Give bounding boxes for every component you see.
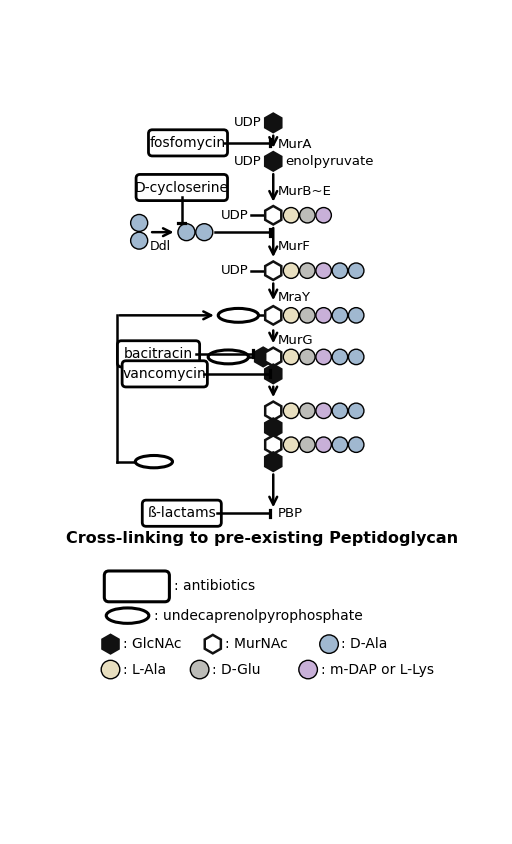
- Polygon shape: [265, 452, 281, 471]
- FancyBboxPatch shape: [122, 360, 207, 387]
- Text: : m-DAP or L-Lys: : m-DAP or L-Lys: [321, 663, 434, 677]
- Text: D-cycloserine: D-cycloserine: [135, 181, 229, 194]
- Polygon shape: [265, 365, 281, 383]
- Circle shape: [299, 660, 317, 679]
- Circle shape: [349, 308, 364, 323]
- Text: MurF: MurF: [278, 240, 311, 252]
- Text: : D-Glu: : D-Glu: [212, 663, 261, 677]
- Polygon shape: [265, 419, 281, 437]
- Text: MurG: MurG: [278, 334, 313, 347]
- Circle shape: [316, 208, 331, 223]
- Circle shape: [332, 403, 348, 419]
- Circle shape: [283, 263, 299, 279]
- Text: ß-lactams: ß-lactams: [147, 506, 216, 520]
- Circle shape: [316, 263, 331, 279]
- Circle shape: [300, 208, 315, 223]
- Circle shape: [349, 403, 364, 419]
- Text: vancomycin: vancomycin: [123, 367, 207, 381]
- Circle shape: [332, 308, 348, 323]
- Polygon shape: [265, 262, 281, 280]
- Text: : GlcNAc: : GlcNAc: [123, 637, 181, 651]
- Text: UDP: UDP: [234, 154, 262, 168]
- Text: MraY: MraY: [278, 291, 311, 304]
- Ellipse shape: [218, 308, 259, 322]
- Circle shape: [320, 635, 338, 653]
- Circle shape: [300, 403, 315, 419]
- Text: MurB~E: MurB~E: [278, 185, 332, 197]
- Circle shape: [283, 403, 299, 419]
- Circle shape: [316, 349, 331, 365]
- Text: : L-Ala: : L-Ala: [123, 663, 166, 677]
- Circle shape: [300, 308, 315, 323]
- Circle shape: [101, 660, 120, 679]
- Polygon shape: [265, 206, 281, 225]
- Circle shape: [131, 214, 147, 231]
- Text: : undecaprenolpyrophosphate: : undecaprenolpyrophosphate: [154, 609, 362, 623]
- Ellipse shape: [208, 350, 248, 364]
- Text: Cross-linking to pre-existing Peptidoglycan: Cross-linking to pre-existing Peptidogly…: [67, 531, 458, 546]
- FancyBboxPatch shape: [148, 130, 227, 156]
- Circle shape: [178, 224, 195, 241]
- Polygon shape: [265, 436, 281, 454]
- Polygon shape: [265, 306, 281, 325]
- Circle shape: [349, 437, 364, 452]
- Circle shape: [283, 308, 299, 323]
- Text: UDP: UDP: [221, 208, 248, 222]
- Text: UDP: UDP: [234, 116, 262, 129]
- FancyBboxPatch shape: [136, 175, 227, 201]
- Text: : D-Ala: : D-Ala: [342, 637, 388, 651]
- Polygon shape: [265, 114, 281, 132]
- Circle shape: [283, 208, 299, 223]
- Text: Ddl: Ddl: [150, 241, 171, 253]
- Circle shape: [332, 437, 348, 452]
- Text: bacitracin: bacitracin: [124, 347, 193, 361]
- Polygon shape: [205, 635, 221, 653]
- Circle shape: [316, 403, 331, 419]
- Text: UDP: UDP: [221, 264, 248, 277]
- Polygon shape: [102, 635, 119, 653]
- Text: : antibiotics: : antibiotics: [174, 579, 255, 593]
- Circle shape: [332, 263, 348, 279]
- FancyBboxPatch shape: [104, 571, 169, 602]
- Text: MurA: MurA: [278, 138, 312, 151]
- Circle shape: [332, 349, 348, 365]
- Text: enolpyruvate: enolpyruvate: [285, 154, 373, 168]
- Polygon shape: [265, 402, 281, 420]
- FancyBboxPatch shape: [142, 500, 221, 527]
- Text: : MurNAc: : MurNAc: [225, 637, 288, 651]
- Circle shape: [283, 349, 299, 365]
- Circle shape: [131, 232, 147, 249]
- Polygon shape: [265, 348, 281, 366]
- Polygon shape: [255, 348, 271, 366]
- Circle shape: [196, 224, 213, 241]
- Circle shape: [283, 437, 299, 452]
- Circle shape: [349, 349, 364, 365]
- Polygon shape: [265, 152, 281, 170]
- Circle shape: [300, 437, 315, 452]
- Circle shape: [190, 660, 209, 679]
- Circle shape: [300, 349, 315, 365]
- Circle shape: [349, 263, 364, 279]
- FancyBboxPatch shape: [117, 341, 200, 367]
- Text: fosfomycin: fosfomycin: [150, 136, 226, 150]
- Circle shape: [316, 437, 331, 452]
- Ellipse shape: [106, 608, 149, 624]
- Circle shape: [300, 263, 315, 279]
- Circle shape: [316, 308, 331, 323]
- Ellipse shape: [135, 456, 173, 468]
- Text: PBP: PBP: [278, 506, 303, 520]
